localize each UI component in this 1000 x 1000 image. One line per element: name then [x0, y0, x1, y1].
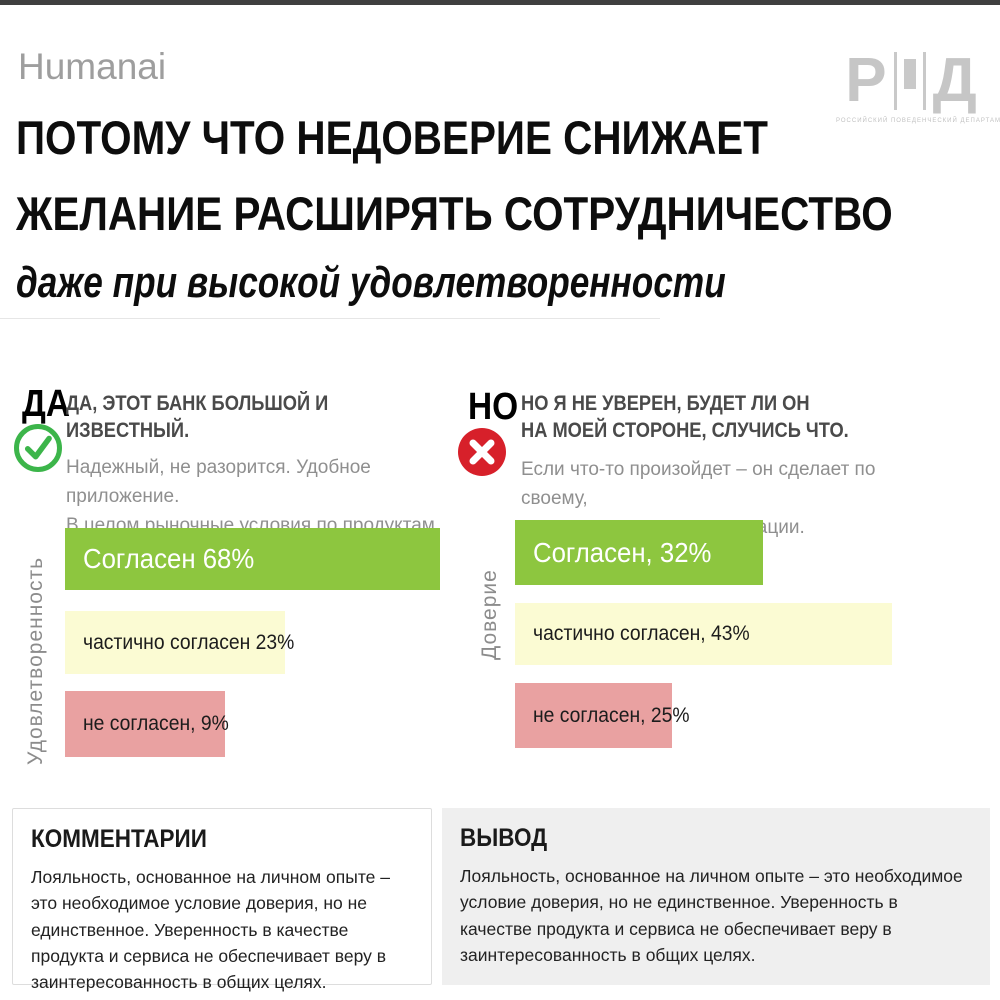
- bar-label: не согласен, 25%: [533, 703, 690, 727]
- page-subtitle: даже при высокой удовлетворенности: [16, 258, 726, 307]
- bar-satisfaction-partly-agree: частично согласен 23%: [65, 611, 294, 674]
- badge-yes: ДА: [22, 383, 70, 425]
- comments-box: КОММЕНТАРИИ Лояльность, основанное на ли…: [12, 808, 432, 992]
- conclusion-title: ВЫВОД: [460, 824, 548, 852]
- axis-label-satisfaction: Удовлетворенность: [24, 556, 47, 765]
- quote-trust-title: НО Я НЕ УВЕРЕН, БУДЕТ ЛИ ОН НА МОЕЙ СТОР…: [521, 392, 849, 443]
- bar-label: Согласен, 32%: [533, 536, 712, 568]
- comments-title: КОММЕНТАРИИ: [31, 825, 207, 853]
- rpd-logo-letters: Р Д: [836, 50, 986, 112]
- x-circle-icon: [458, 428, 506, 476]
- top-divider-bar: [0, 0, 1000, 5]
- title-line-2: ЖЕЛАНИЕ РАСШИРЯТЬ СОТРУДНИЧЕСТВО: [16, 187, 893, 241]
- badge-no: НО: [468, 386, 519, 428]
- conclusion-box: ВЫВОД Лояльность, основанное на личном о…: [442, 808, 990, 985]
- rpd-letter-d: Д: [932, 46, 977, 115]
- bar-label: не согласен, 9%: [83, 712, 229, 735]
- rpd-logo-caption: РОССИЙСКИЙ ПОВЕДЕНЧЕСКИЙ ДЕПАРТАМЕНТ: [836, 118, 1000, 124]
- rpd-logo: Р Д РОССИЙСКИЙ ПОВЕДЕНЧЕСКИЙ ДЕПАРТАМЕНТ: [836, 50, 1000, 125]
- bar-trust-partly-agree: частично согласен, 43%: [515, 603, 892, 665]
- rpd-logo-bar: [922, 52, 926, 110]
- conclusion-body: Лояльность, основанное на личном опыте –…: [460, 866, 963, 965]
- rpd-logo-mid-bar: [903, 59, 916, 89]
- bar-label: частично согласен, 43%: [533, 622, 750, 645]
- bar-trust-agree: Согласен, 32%: [515, 520, 763, 585]
- axis-label-trust: Доверие: [478, 569, 501, 660]
- bar-label: Согласен 68%: [83, 543, 255, 574]
- check-circle-icon: [14, 424, 62, 472]
- bar-satisfaction-disagree: не согласен, 9%: [65, 691, 229, 757]
- rpd-letter-r: Р: [845, 46, 887, 115]
- rpd-logo-bar: [893, 52, 897, 110]
- subtitle-divider: [0, 318, 660, 319]
- page-title: ПОТОМУ ЧТО НЕДОВЕРИЕ СНИЖАЕТ ЖЕЛАНИЕ РАС…: [16, 100, 893, 252]
- bar-trust-disagree: не согласен, 25%: [515, 683, 690, 748]
- bar-satisfaction-agree: Согласен 68%: [65, 528, 440, 590]
- brand-wordmark: Humanai: [18, 46, 167, 87]
- bar-label: частично согласен 23%: [83, 630, 295, 654]
- quote-satisfaction-title: ДА, ЭТОТ БАНК БОЛЬШОЙ И ИЗВЕСТНЫЙ.: [66, 392, 329, 443]
- title-line-1: ПОТОМУ ЧТО НЕДОВЕРИЕ СНИЖАЕТ: [16, 111, 768, 164]
- comments-body: Лояльность, основанное на личном опыте –…: [31, 867, 390, 992]
